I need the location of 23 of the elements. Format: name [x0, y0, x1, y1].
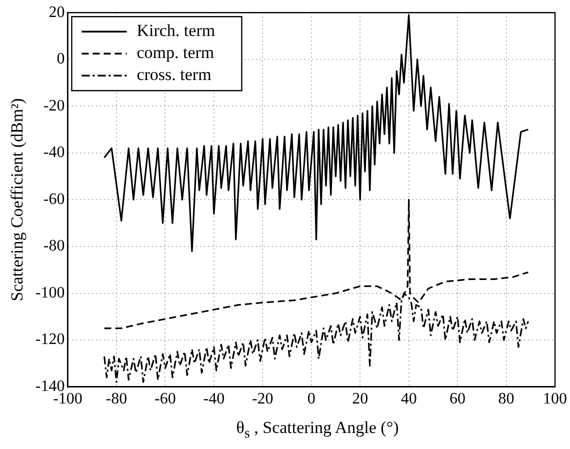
- x-tick-label: -60: [154, 390, 176, 408]
- y-tick-label: -100: [35, 284, 65, 302]
- y-tick-label: -40: [43, 144, 65, 162]
- x-tick-label: -20: [252, 390, 274, 408]
- x-tick-label: 40: [400, 390, 417, 408]
- x-tick-label: 100: [543, 390, 567, 408]
- x-tick-label: -40: [203, 390, 225, 408]
- x-axis-title: θ$_{s}$ , Scattering Angle (°): [235, 418, 400, 442]
- legend-label: cross. term: [136, 65, 212, 84]
- y-tick-label: 20: [48, 4, 65, 21]
- x-tick-label: 80: [498, 390, 514, 408]
- legend-label: comp. term: [136, 43, 214, 62]
- x-tick-label: -80: [106, 390, 128, 408]
- y-tick-label: 0: [56, 50, 65, 68]
- y-tick-label: -80: [43, 238, 65, 255]
- x-tick-label: 20: [352, 390, 368, 408]
- x-tick-label: 0: [307, 390, 316, 408]
- legend-label: Kirch. term: [136, 21, 216, 40]
- y-axis-title: Scattering Coefficient (dBm²): [8, 98, 27, 302]
- y-tick-label: -20: [43, 97, 65, 114]
- x-tick-label: 60: [450, 390, 466, 408]
- y-tick-label: -60: [43, 190, 65, 208]
- y-tick-label: -120: [35, 331, 65, 348]
